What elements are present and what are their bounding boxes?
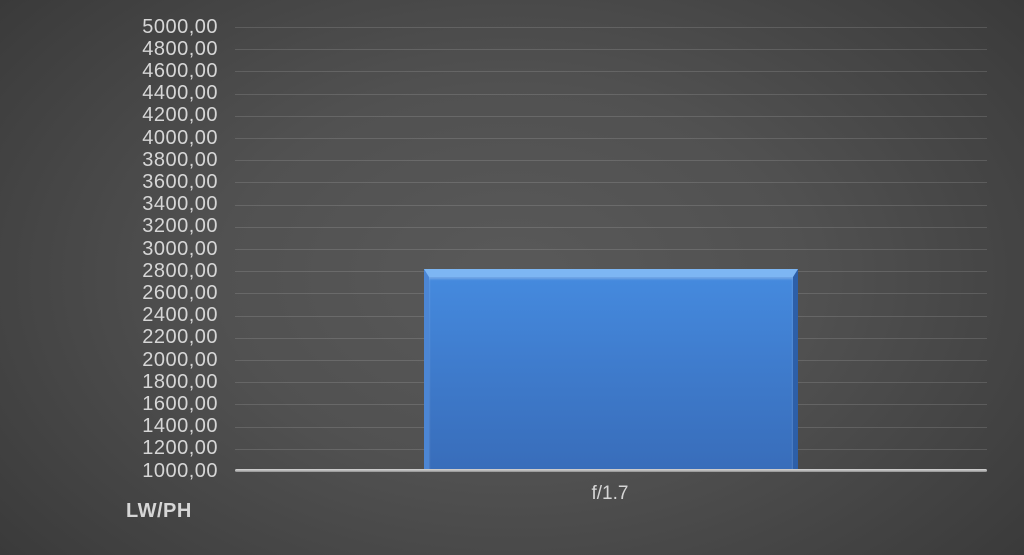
gridline: [235, 27, 987, 28]
y-tick-label: 3000,00: [142, 237, 218, 260]
y-tick-label: 1600,00: [142, 392, 218, 415]
y-tick-label: 4600,00: [142, 59, 218, 82]
gridline: [235, 204, 987, 206]
y-tick-label: 3400,00: [142, 193, 218, 216]
gridline: [235, 138, 987, 139]
gridline: [235, 182, 987, 184]
y-tick-label: 3200,00: [142, 215, 218, 238]
y-tick-label: 4200,00: [142, 104, 218, 127]
y-tick-label: 2400,00: [142, 304, 218, 327]
y-tick-label: 1000,00: [142, 459, 218, 482]
y-tick-label: 4400,00: [142, 82, 218, 105]
y-tick-label: 4800,00: [142, 37, 218, 60]
y-tick-label: 3600,00: [142, 170, 218, 193]
gridline: [235, 160, 987, 162]
category-label: f/1.7: [591, 483, 629, 504]
y-tick-label: 3800,00: [142, 148, 218, 171]
gridline: [235, 93, 987, 95]
gridline: [235, 226, 987, 228]
gridline: [235, 115, 987, 117]
y-tick-label: 2600,00: [142, 281, 218, 304]
y-tick-label: 1800,00: [142, 370, 218, 393]
gridline: [235, 49, 987, 51]
bar: [424, 269, 798, 470]
plot-area: 5000,00 4800,00 4600,00 4400,00 4200,00 4000,…: [142, 16, 987, 481]
y-tick-label: 4000,00: [142, 126, 218, 149]
y-tick-label: 2800,00: [142, 259, 218, 282]
y-tick-label: 2200,00: [142, 326, 218, 349]
y-axis-unit-label: LW/PH: [126, 500, 192, 522]
gridline: [235, 71, 987, 73]
y-tick-label: 1200,00: [142, 437, 218, 460]
y-tick-label: 1400,00: [142, 415, 218, 438]
x-axis-line: [235, 469, 987, 472]
y-tick-label: 2000,00: [142, 348, 218, 371]
gridline: [235, 249, 987, 250]
y-tick-label: 5000,00: [142, 15, 218, 38]
